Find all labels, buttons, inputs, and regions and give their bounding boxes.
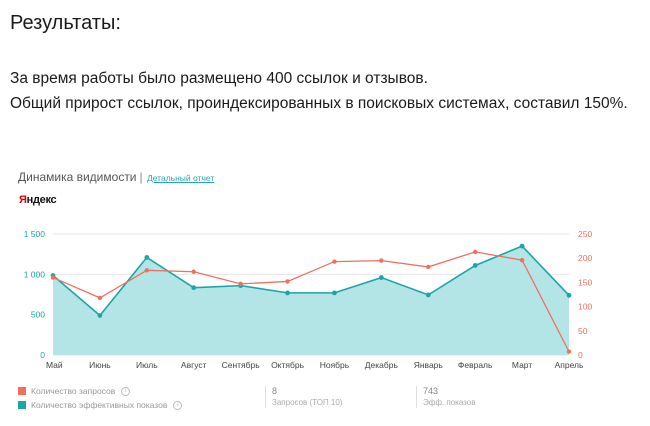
data-point-queries (519, 257, 525, 263)
x-tick-label: Сентябрь (222, 360, 261, 370)
x-tick-label: Ноябрь (320, 360, 350, 370)
data-point-queries (285, 279, 290, 284)
y-right-tick-label: 0 (578, 350, 583, 360)
series-line-impressions (52, 245, 570, 317)
summary-line-links: За время работы было размещено 400 ссыло… (10, 70, 428, 87)
y-right-tick-label: 100 (578, 302, 592, 312)
legend-item-queries[interactable]: Количество запросов i (18, 384, 182, 398)
x-tick-label: Январь (414, 360, 444, 370)
data-point-queries (426, 264, 431, 270)
data-point-queries (50, 275, 56, 280)
y-left-tick-label: 1 500 (24, 229, 46, 239)
data-point-impressions (566, 292, 572, 298)
data-point-impressions (191, 285, 197, 291)
visibility-widget: 0 500 1 000 1 500 0 50 100 150 200 250 Май Июнь Июль… (0, 160, 650, 426)
stat-value: 743 (423, 386, 439, 396)
data-point-impressions (425, 292, 431, 298)
chart-legend: Количество запросов i Количество эффекти… (18, 384, 183, 412)
info-icon[interactable]: i (121, 386, 131, 396)
data-point-queries (332, 259, 337, 264)
x-tick-label: Март (512, 360, 532, 370)
summary-line-growth: Общий прирост ссылок, проиндексированных… (10, 95, 628, 112)
stat-top10-queries: 8 Запросов (ТОП 10) (265, 386, 342, 408)
detailed-report-link[interactable]: Детальный отчет (146, 173, 215, 183)
stat-label: Эфф. показов (423, 398, 476, 407)
y-right-tick-label: 50 (578, 326, 588, 336)
data-point-queries (472, 249, 478, 255)
series-line-queries (52, 251, 570, 352)
data-point-impressions (378, 275, 384, 280)
page-heading: Результаты: (10, 12, 121, 34)
legend-item-impressions[interactable]: Количество эффективных показов i (18, 398, 183, 412)
widget-title: Динамика видимости | Детальный отчет (18, 170, 214, 184)
visibility-chart: 0 500 1 000 1 500 0 50 100 150 200 250 Май Июнь Июль… (24, 229, 593, 370)
y-right-tick-label: 250 (578, 229, 592, 239)
data-point-impressions (332, 290, 337, 296)
legend-label-impressions: Количество эффективных показов (31, 400, 168, 410)
y-right-tick-label: 200 (578, 253, 592, 263)
title-separator: | (139, 170, 143, 184)
data-point-queries (144, 268, 150, 273)
legend-label-queries: Количество запросов (31, 386, 116, 396)
x-tick-label: Февраль (458, 360, 493, 370)
results-summary: За время работы было размещено 400 ссыло… (10, 66, 628, 116)
info-icon[interactable]: i (173, 400, 183, 410)
y-left-tick-label: 500 (31, 310, 45, 320)
data-point-queries (238, 281, 243, 287)
legend-swatch-queries (18, 387, 26, 395)
data-point-impressions (144, 254, 150, 260)
data-point-impressions (519, 243, 525, 249)
data-point-impressions (285, 290, 290, 296)
stat-value: 8 (272, 386, 278, 396)
x-tick-label: Октябрь (271, 360, 305, 370)
x-tick-label: Июнь (89, 360, 111, 370)
y-left-tick-label: 1 000 (24, 269, 46, 279)
data-point-queries (97, 295, 103, 301)
x-tick-label: Апрель (555, 360, 584, 370)
yandex-logo: Яндекс (19, 194, 57, 206)
x-tick-label: Май (46, 360, 63, 370)
x-tick-label: Август (181, 360, 207, 370)
data-point-queries (191, 269, 196, 274)
y-right-tick-label: 150 (578, 277, 592, 287)
legend-swatch-impressions (18, 401, 26, 409)
area-fill-impressions (53, 246, 569, 355)
stat-label: Запросов (ТОП 10) (272, 398, 343, 407)
data-point-impressions (472, 263, 478, 268)
stat-effective-impressions: 743 Эфф. показов (416, 386, 475, 408)
widget-title-text: Динамика видимости (18, 170, 137, 184)
y-left-tick-label: 0 (40, 350, 45, 360)
x-tick-label: Декабрь (365, 360, 399, 370)
data-point-queries (379, 258, 384, 263)
data-point-impressions (97, 313, 103, 318)
data-point-queries (566, 349, 572, 354)
x-tick-label: Июль (136, 360, 158, 370)
